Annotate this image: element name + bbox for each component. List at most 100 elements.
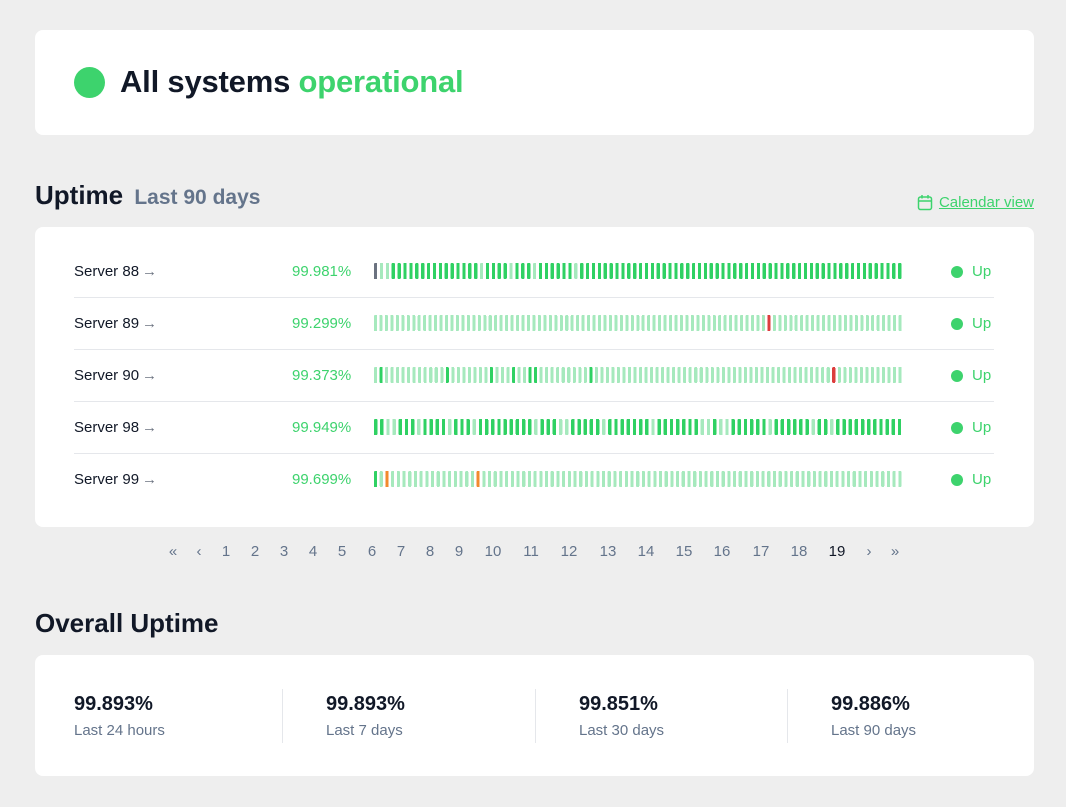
uptime-day-bar[interactable] [537, 315, 541, 331]
uptime-day-bar[interactable] [379, 471, 383, 487]
uptime-day-bar[interactable] [404, 419, 409, 435]
uptime-day-bar[interactable] [854, 367, 858, 383]
uptime-day-bar[interactable] [696, 315, 700, 331]
uptime-day-bar[interactable] [743, 419, 748, 435]
uptime-day-bar[interactable] [790, 471, 794, 487]
uptime-day-bar[interactable] [527, 263, 531, 279]
uptime-day-bar[interactable] [556, 471, 560, 487]
uptime-day-bar[interactable] [390, 315, 394, 331]
uptime-day-bar[interactable] [685, 315, 689, 331]
uptime-day-bar[interactable] [548, 315, 552, 331]
uptime-day-bar[interactable] [710, 367, 714, 383]
uptime-day-bar[interactable] [402, 471, 406, 487]
uptime-day-bar[interactable] [584, 471, 588, 487]
uptime-day-bar[interactable] [812, 471, 816, 487]
uptime-day-bar[interactable] [600, 367, 604, 383]
uptime-day-bar[interactable] [891, 419, 896, 435]
uptime-day-bar[interactable] [591, 263, 596, 279]
uptime-day-bar[interactable] [510, 471, 514, 487]
uptime-day-bar[interactable] [641, 471, 645, 487]
uptime-day-bar[interactable] [788, 367, 792, 383]
uptime-day-bar[interactable] [407, 367, 411, 383]
uptime-day-bar[interactable] [799, 419, 803, 435]
uptime-day-bar[interactable] [438, 263, 443, 279]
uptime-day-bar[interactable] [550, 471, 554, 487]
page-8-link[interactable]: 8 [425, 543, 435, 560]
uptime-day-bar[interactable] [683, 367, 687, 383]
uptime-day-bar[interactable] [655, 367, 659, 383]
uptime-day-bar[interactable] [697, 263, 702, 279]
uptime-day-bar[interactable] [614, 419, 618, 435]
uptime-day-bar[interactable] [391, 471, 395, 487]
uptime-day-bar[interactable] [811, 315, 815, 331]
uptime-day-bar[interactable] [625, 315, 629, 331]
uptime-day-bar[interactable] [767, 471, 771, 487]
uptime-day-bar[interactable] [550, 367, 554, 383]
uptime-day-bar[interactable] [474, 263, 478, 279]
uptime-day-bar[interactable] [608, 419, 612, 435]
page-9-link[interactable]: 9 [454, 543, 464, 560]
uptime-day-bar[interactable] [674, 315, 678, 331]
uptime-day-bar[interactable] [505, 471, 509, 487]
uptime-day-bar[interactable] [780, 263, 784, 279]
uptime-day-bar[interactable] [817, 419, 822, 435]
uptime-day-bar[interactable] [892, 367, 896, 383]
uptime-day-bar[interactable] [482, 471, 486, 487]
next-page-button[interactable]: › [866, 543, 872, 560]
uptime-day-bar[interactable] [544, 471, 549, 487]
uptime-day-bar[interactable] [583, 367, 587, 383]
uptime-day-bar[interactable] [856, 263, 861, 279]
uptime-day-bar[interactable] [622, 367, 626, 383]
uptime-day-bar[interactable] [677, 367, 681, 383]
uptime-day-bar[interactable] [603, 315, 607, 331]
uptime-day-bar[interactable] [749, 367, 753, 383]
uptime-day-bar[interactable] [516, 471, 520, 487]
uptime-day-bar[interactable] [527, 471, 531, 487]
page-2-link[interactable]: 2 [250, 543, 260, 560]
uptime-day-bar[interactable] [832, 367, 836, 383]
uptime-day-bar[interactable] [815, 263, 819, 279]
uptime-day-bar[interactable] [558, 419, 563, 435]
uptime-day-bar[interactable] [750, 263, 755, 279]
uptime-day-bar[interactable] [881, 471, 885, 487]
uptime-day-bar[interactable] [794, 315, 798, 331]
last-page-button[interactable]: » [890, 543, 900, 560]
uptime-day-bar[interactable] [768, 263, 772, 279]
uptime-day-bar[interactable] [645, 419, 649, 435]
uptime-day-bar[interactable] [538, 263, 543, 279]
uptime-day-bar[interactable] [619, 315, 623, 331]
uptime-day-bar[interactable] [767, 315, 771, 331]
uptime-day-bar[interactable] [858, 471, 862, 487]
page-7-link[interactable]: 7 [396, 543, 406, 560]
uptime-day-bar[interactable] [875, 471, 879, 487]
uptime-day-bar[interactable] [554, 315, 558, 331]
uptime-day-bar[interactable] [562, 471, 566, 487]
uptime-day-bar[interactable] [756, 263, 761, 279]
uptime-day-bar[interactable] [603, 263, 607, 279]
uptime-day-bar[interactable] [462, 263, 466, 279]
uptime-day-bar[interactable] [738, 471, 742, 487]
uptime-day-bar[interactable] [401, 315, 405, 331]
uptime-day-bar[interactable] [703, 263, 708, 279]
uptime-day-bar[interactable] [521, 315, 525, 331]
uptime-day-bar[interactable] [602, 419, 606, 435]
page-12-link[interactable]: 12 [560, 543, 578, 560]
uptime-day-bar[interactable] [430, 471, 435, 487]
uptime-day-bar[interactable] [639, 263, 643, 279]
uptime-day-bar[interactable] [450, 263, 454, 279]
uptime-day-bar[interactable] [573, 471, 577, 487]
uptime-day-bar[interactable] [398, 419, 403, 435]
uptime-day-bar[interactable] [435, 419, 440, 435]
uptime-day-bar[interactable] [598, 315, 602, 331]
page-10-link[interactable]: 10 [484, 543, 502, 560]
uptime-day-bar[interactable] [783, 315, 787, 331]
uptime-day-bar[interactable] [624, 471, 628, 487]
uptime-day-bar[interactable] [860, 419, 865, 435]
uptime-day-bar[interactable] [837, 367, 841, 383]
uptime-day-bar[interactable] [761, 471, 765, 487]
uptime-day-bar[interactable] [374, 419, 378, 435]
uptime-day-bar[interactable] [595, 419, 600, 435]
uptime-day-bar[interactable] [854, 419, 859, 435]
uptime-day-bar[interactable] [626, 419, 631, 435]
uptime-day-bar[interactable] [692, 263, 696, 279]
